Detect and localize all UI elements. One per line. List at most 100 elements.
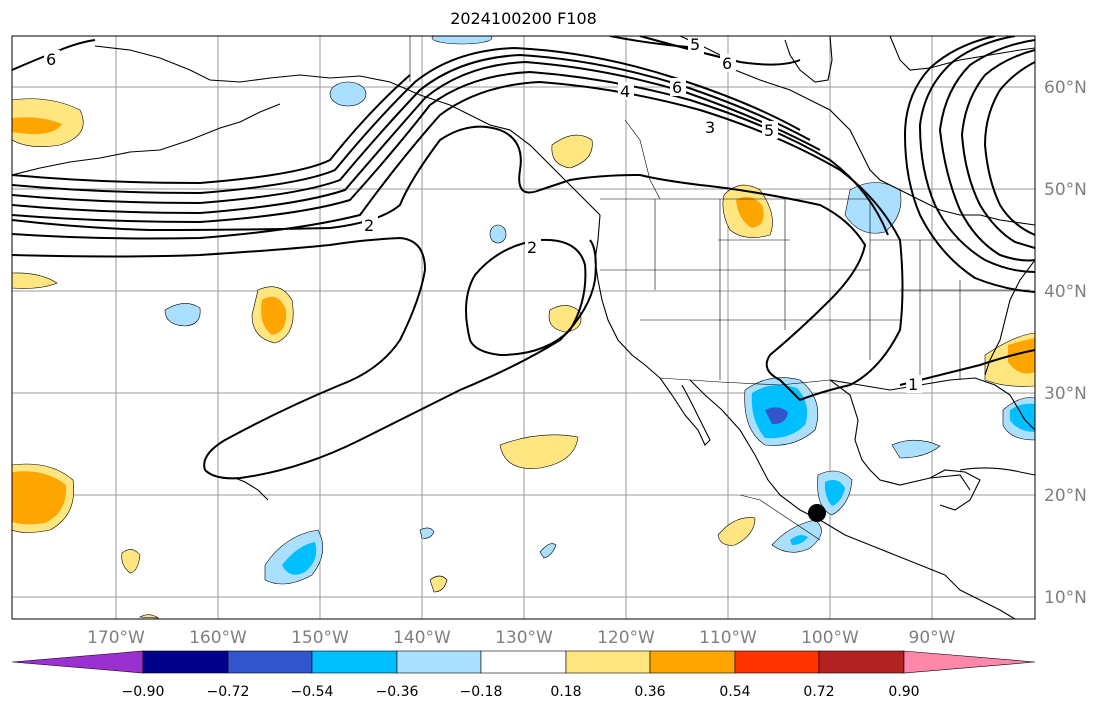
contours <box>12 36 1035 480</box>
colorbar-seg-1 <box>142 650 229 674</box>
cb-tick-4: −0.18 <box>460 684 503 700</box>
cb-tick-1: −0.72 <box>207 684 250 700</box>
aleutians <box>12 103 281 176</box>
lon-label-100: 100°W <box>801 628 859 648</box>
blue-blob-pac2 <box>164 303 201 327</box>
lon-label-120: 120°W <box>597 628 655 648</box>
contour-lat5 <box>12 46 801 195</box>
yellow-blob-pac-left <box>12 272 58 289</box>
lon-label-90: 90°W <box>909 628 956 648</box>
baja <box>659 377 711 446</box>
colorbar-seg-6 <box>565 650 651 674</box>
colorbar-seg-5 <box>480 650 567 674</box>
blue-blob-small3 <box>539 543 557 559</box>
yucatan <box>929 469 981 511</box>
contour-pac-low <box>12 236 427 471</box>
colorbar-seg-8 <box>734 650 820 674</box>
location-marker <box>808 504 826 522</box>
contour-label-1: 1 <box>908 375 918 394</box>
longitude-labels: 170°W 160°W 150°W 140°W 130°W 120°W 110°… <box>87 628 956 648</box>
yellow-blob-small1 <box>121 549 141 574</box>
lat-label-20: 20°N <box>1044 486 1087 506</box>
alaska-coast <box>94 45 601 216</box>
coastlines <box>12 36 1035 619</box>
contour-ne-trough2 <box>960 49 1035 249</box>
contour-ne-trough1 <box>938 39 1035 262</box>
orange-blob-montana <box>736 196 764 228</box>
lat-label-50: 50°N <box>1044 180 1087 200</box>
cb-tick-5: 0.18 <box>550 684 581 700</box>
gulf-coast <box>829 379 971 491</box>
yellow-blob-small4 <box>429 575 448 593</box>
yellow-blob-mex-coast <box>717 517 756 546</box>
anomaly-shading <box>12 36 1035 619</box>
contour-ca-high <box>465 238 587 357</box>
colorbar-seg-4 <box>396 650 482 674</box>
cb-tick-6: 0.36 <box>634 684 665 700</box>
lon-label-170: 170°W <box>87 628 145 648</box>
colorbar-seg-2 <box>227 650 313 674</box>
contour-label-6b: 6 <box>722 54 732 73</box>
us-east <box>984 259 1035 376</box>
colorbar-seg-0 <box>11 650 144 674</box>
cb-tick-3: −0.36 <box>376 684 419 700</box>
blue-blob-pac1 <box>489 224 507 244</box>
lon-label-130: 130°W <box>495 628 553 648</box>
mexico-west <box>689 379 946 576</box>
contour-label-6a: 6 <box>46 50 56 69</box>
contour-ne-trough5 <box>903 36 1035 293</box>
lat-label-60: 60°N <box>1044 78 1087 98</box>
lon-label-140: 140°W <box>393 628 451 648</box>
contour-label-2b: 2 <box>527 238 537 257</box>
contour-label-5a: 5 <box>690 35 700 54</box>
greenland-edge <box>889 36 1035 71</box>
blue-blob-mexico-s2-mid <box>790 535 808 545</box>
lat-label-30: 30°N <box>1044 384 1087 404</box>
contour-label-group: 6 5 6 4 6 3 5 2 2 1 <box>44 35 922 394</box>
lat-label-10: 10°N <box>1044 588 1087 608</box>
blue-blob-mexico-dark <box>765 407 788 425</box>
yellow-blob-bc <box>551 134 593 169</box>
blue-blob-fl-mid <box>1010 403 1035 432</box>
contour-lat2 <box>12 70 889 236</box>
contour-ne-trough3 <box>983 61 1035 236</box>
colorbar-seg-3 <box>311 650 398 674</box>
contour-label-4: 4 <box>620 82 630 101</box>
contour-label-3: 3 <box>705 118 715 137</box>
orange-blob-pac-center <box>261 296 287 335</box>
lat-label-40: 40°N <box>1044 282 1087 302</box>
borders <box>409 36 1030 541</box>
contour-ne-trough4 <box>918 36 1035 273</box>
central-am <box>944 574 1016 619</box>
yellow-blob-small5 <box>138 614 159 619</box>
cb-tick-2: −0.54 <box>291 684 334 700</box>
cb-tick-9: 0.90 <box>888 684 919 700</box>
colorbar-seg-9 <box>818 650 905 674</box>
hudson <box>784 36 833 83</box>
lon-label-160: 160°W <box>189 628 247 648</box>
map-title: 2024100200 F108 <box>450 9 597 28</box>
contour-label-2a: 2 <box>364 216 374 235</box>
map-frame <box>11 35 1036 620</box>
blue-blob-hawaii-s-mid <box>282 542 317 575</box>
lon-label-150: 150°W <box>291 628 349 648</box>
blue-blob-greatlakes <box>844 182 902 234</box>
colorbar-seg-10 <box>903 650 1036 674</box>
lon-label-110: 110°W <box>699 628 757 648</box>
contour-label-6c: 6 <box>672 78 682 97</box>
orange-blob-left-big <box>12 471 67 525</box>
us-west-coast <box>594 214 661 379</box>
blue-blob-alaska <box>329 81 367 107</box>
colorbar-seg-7 <box>649 650 736 674</box>
blue-blob-small2 <box>419 527 435 539</box>
orange-blob-fl <box>1008 338 1035 374</box>
hawaii <box>234 477 269 501</box>
cb-tick-0: −0.90 <box>122 684 165 700</box>
blue-blob-gulf <box>891 439 941 459</box>
yellow-blob-pac3 <box>499 434 579 469</box>
contour-lat6 <box>12 74 411 185</box>
latitude-labels: 60°N 50°N 40°N 30°N 20°N 10°N <box>1044 78 1087 608</box>
blue-blob-mexico-s1-mid <box>824 480 845 506</box>
cb-tick-7: 0.54 <box>719 684 750 700</box>
